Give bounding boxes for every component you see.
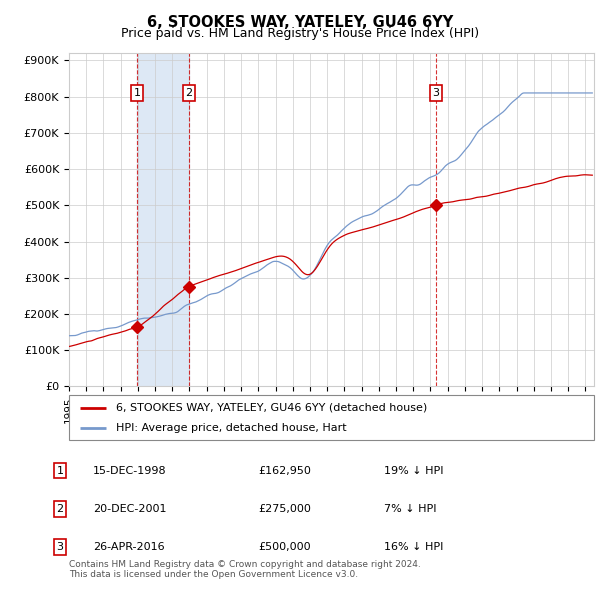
- Text: 6, STOOKES WAY, YATELEY, GU46 6YY (detached house): 6, STOOKES WAY, YATELEY, GU46 6YY (detac…: [116, 403, 427, 412]
- Text: 2: 2: [56, 504, 64, 514]
- Text: Price paid vs. HM Land Registry's House Price Index (HPI): Price paid vs. HM Land Registry's House …: [121, 27, 479, 40]
- Text: 2: 2: [185, 88, 193, 98]
- Text: 6, STOOKES WAY, YATELEY, GU46 6YY: 6, STOOKES WAY, YATELEY, GU46 6YY: [147, 15, 453, 30]
- Text: Contains HM Land Registry data © Crown copyright and database right 2024.
This d: Contains HM Land Registry data © Crown c…: [69, 560, 421, 579]
- Text: £162,950: £162,950: [258, 466, 311, 476]
- Text: 15-DEC-1998: 15-DEC-1998: [93, 466, 167, 476]
- Text: 1: 1: [56, 466, 64, 476]
- Text: 20-DEC-2001: 20-DEC-2001: [93, 504, 167, 514]
- Text: 16% ↓ HPI: 16% ↓ HPI: [384, 542, 443, 552]
- Text: 1: 1: [134, 88, 140, 98]
- Text: 26-APR-2016: 26-APR-2016: [93, 542, 164, 552]
- Text: 19% ↓ HPI: 19% ↓ HPI: [384, 466, 443, 476]
- Text: HPI: Average price, detached house, Hart: HPI: Average price, detached house, Hart: [116, 424, 347, 434]
- FancyBboxPatch shape: [69, 395, 594, 440]
- Text: 3: 3: [433, 88, 439, 98]
- Text: 7% ↓ HPI: 7% ↓ HPI: [384, 504, 437, 514]
- Text: £500,000: £500,000: [258, 542, 311, 552]
- Bar: [137, 53, 189, 386]
- Text: 3: 3: [56, 542, 64, 552]
- Text: £275,000: £275,000: [258, 504, 311, 514]
